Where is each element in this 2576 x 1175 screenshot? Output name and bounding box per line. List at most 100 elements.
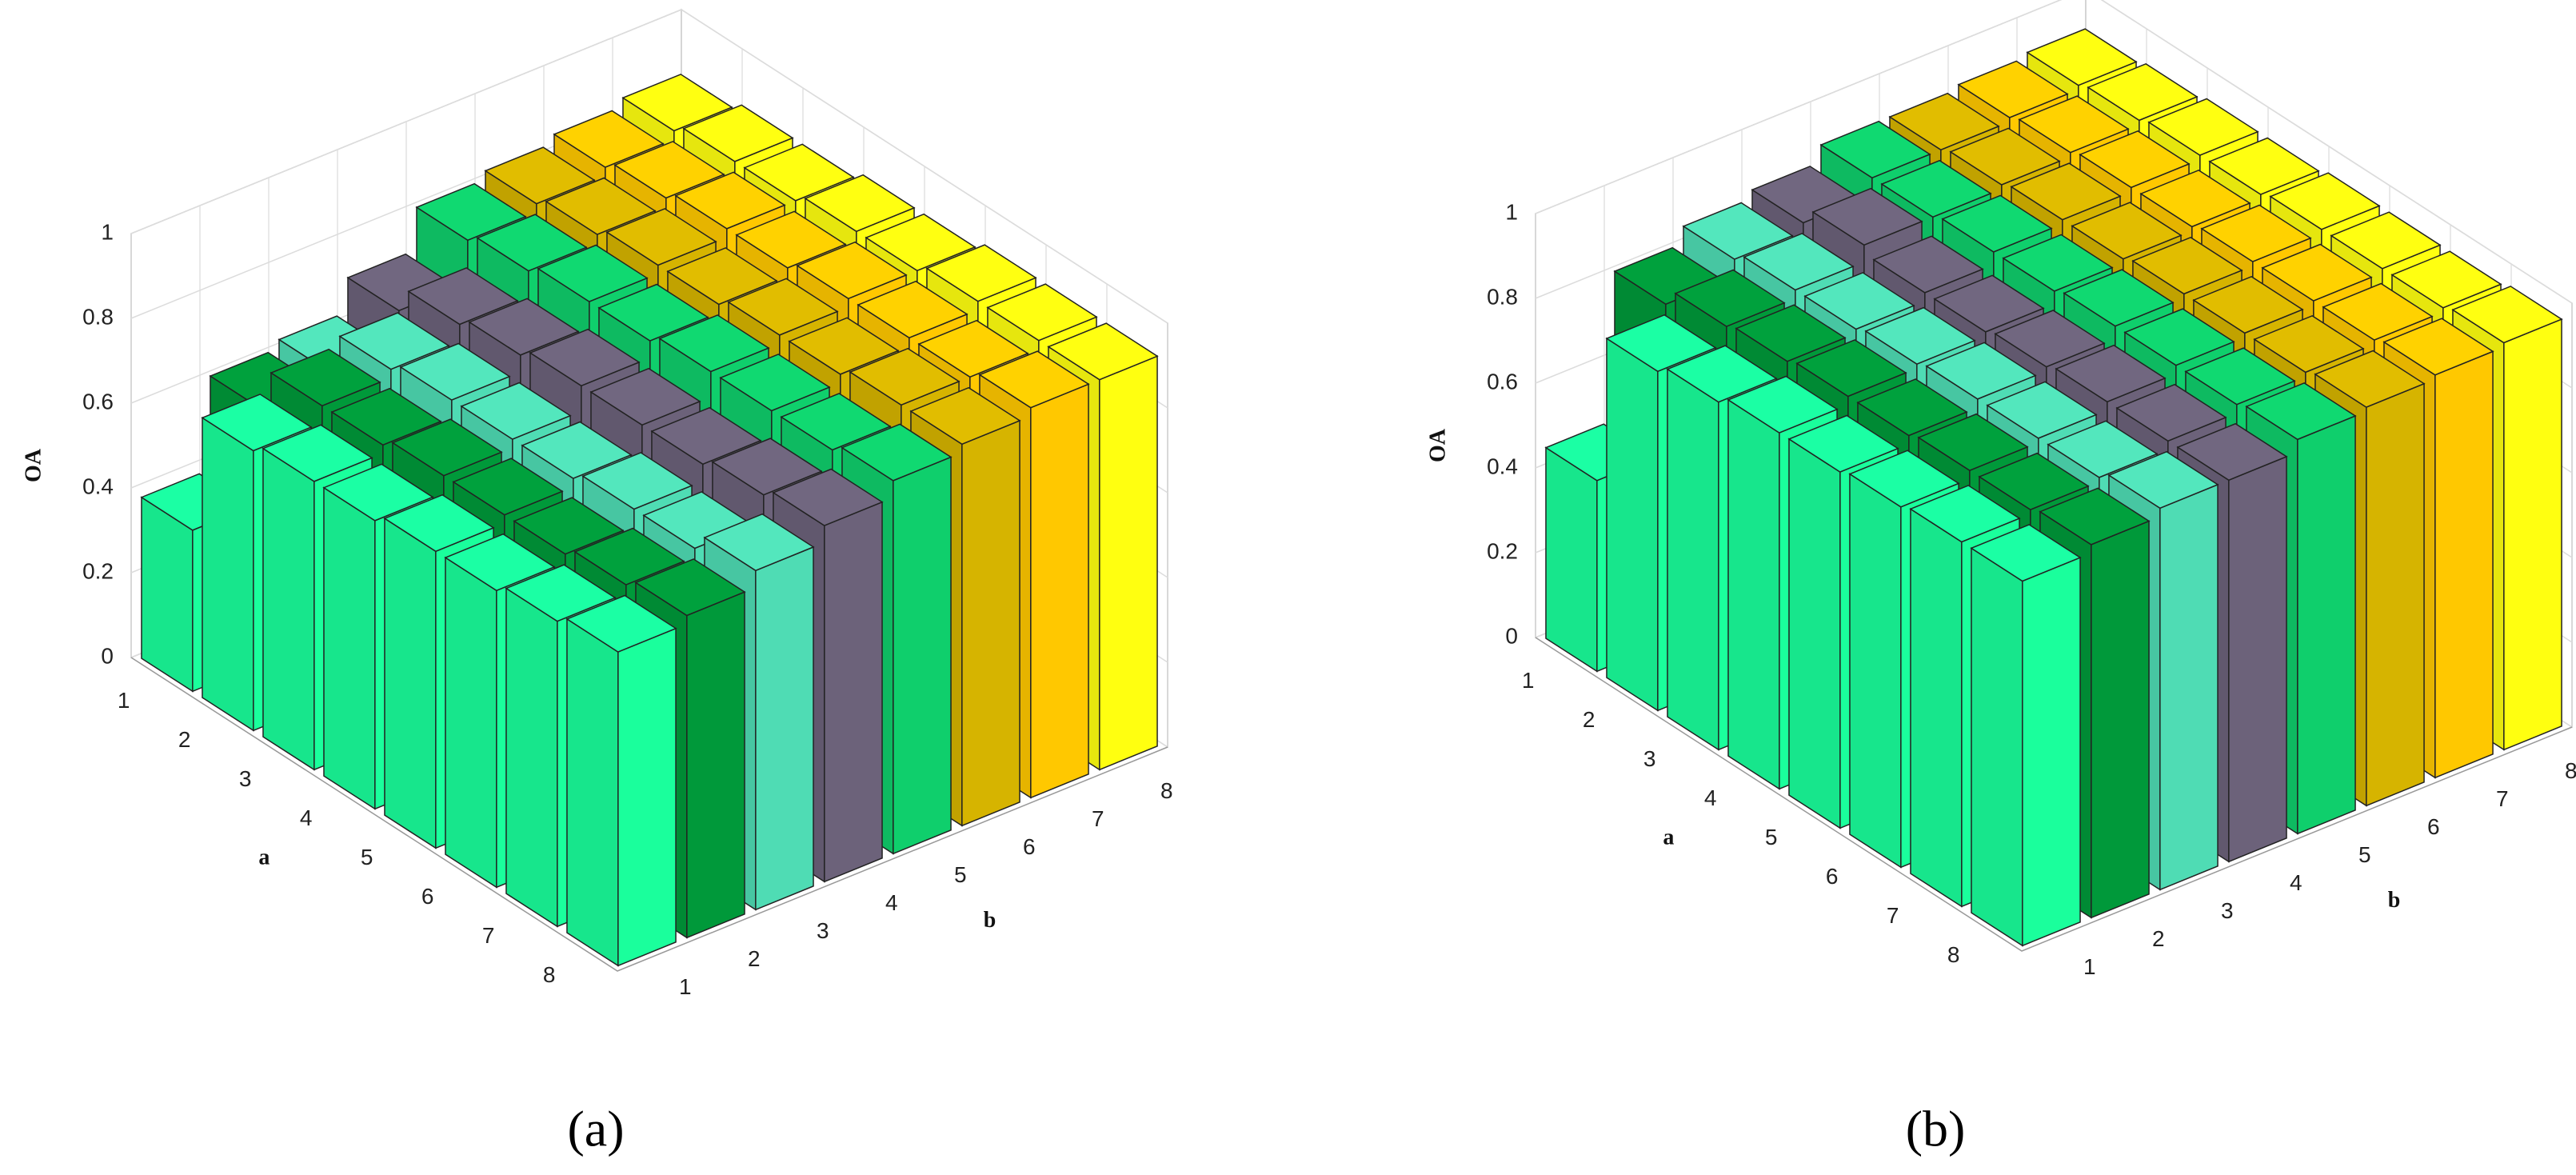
bar-side	[384, 517, 437, 849]
bar-top	[2107, 450, 2219, 510]
bar-top	[529, 328, 641, 387]
bar-top	[2115, 383, 2227, 442]
bar-top	[2010, 162, 2122, 221]
bar-top	[505, 564, 617, 622]
grid-line	[1535, 0, 2573, 304]
bar-top	[780, 393, 892, 451]
y-tick-label: 7	[1092, 806, 1104, 831]
bar-top	[1795, 339, 1907, 398]
y-tick-label: 3	[2221, 898, 2234, 923]
bar-top	[1957, 60, 2069, 118]
axis-line	[130, 657, 1168, 972]
bar-top	[2018, 95, 2130, 154]
bar-top	[1674, 269, 1786, 327]
bar-top	[2026, 28, 2138, 86]
y-tick-label: 1	[679, 974, 692, 999]
bar-top	[621, 74, 733, 132]
z-tick-label: 0.4	[1487, 454, 1518, 478]
bar	[565, 594, 677, 967]
y-tick-label: 3	[817, 918, 829, 943]
bar-top	[2330, 211, 2442, 270]
bar-side	[1545, 446, 1598, 673]
bar-top	[917, 319, 1029, 378]
bar-top	[634, 558, 746, 617]
bar-top	[383, 494, 495, 553]
bar-top	[2314, 350, 2426, 408]
bar-face	[2228, 455, 2287, 863]
y-tick-label: 7	[2496, 786, 2509, 811]
z-tick-label: 0	[1505, 623, 1518, 648]
bar-top	[1803, 272, 1915, 330]
bar-top	[1735, 304, 1847, 362]
bar-top	[2055, 344, 2167, 403]
bar-top	[1856, 378, 1968, 437]
bar-top	[460, 382, 572, 440]
bar-top	[1872, 235, 1984, 294]
x-tick-label: 8	[543, 962, 556, 987]
bar-top	[2176, 422, 2288, 482]
bar-top	[1949, 127, 2061, 186]
bar-top	[553, 110, 665, 168]
bar-top	[986, 283, 1098, 342]
bar-top	[2071, 202, 2183, 260]
bar-top	[2047, 420, 2159, 478]
bar-top	[1811, 187, 1923, 246]
bar-top	[1819, 120, 1931, 179]
x-tick-label: 3	[239, 766, 252, 791]
bar-face	[1030, 383, 1089, 799]
bar-top	[1909, 485, 2021, 543]
grid-line	[130, 9, 1168, 324]
bar-face	[2503, 318, 2562, 751]
y-tick-label: 2	[2152, 926, 2165, 951]
x-axis-label: a	[1663, 825, 1674, 849]
y-tick-label: 4	[2290, 870, 2302, 895]
bar-face	[1099, 355, 1158, 771]
bar-top	[727, 278, 839, 336]
bar-top	[1727, 375, 1839, 434]
bar-top	[1848, 450, 1960, 508]
bar-top	[743, 143, 855, 202]
bar-top	[2192, 275, 2304, 334]
chart: 0 0.2 0.4 0.6 0.8 1 OA 1 2 3 4 5 6 7 8 1 2 3 4 5 6 7 8 a b (b)	[1425, 0, 2576, 1157]
bar-side	[505, 587, 558, 928]
x-tick-label: 2	[178, 727, 191, 752]
bar-top	[857, 280, 968, 339]
bar-side	[566, 617, 619, 967]
bar-top	[581, 452, 693, 510]
bar-top	[2322, 282, 2434, 341]
bar-top	[201, 394, 313, 452]
bar-top	[2253, 314, 2365, 374]
bar-top	[2382, 318, 2494, 376]
bar-top	[711, 438, 823, 496]
bar-top	[1743, 233, 1855, 291]
bar-top	[2087, 62, 2199, 122]
y-tick-label: 4	[885, 890, 898, 915]
y-tick-label: 6	[2427, 814, 2440, 839]
z-tick-label: 0.6	[82, 389, 114, 414]
y-axis-label: b	[984, 908, 996, 933]
bar-top	[2079, 130, 2191, 189]
bar-top	[597, 283, 709, 342]
y-tick-label: 8	[2565, 758, 2576, 783]
bar-top	[407, 267, 519, 326]
bar-face	[2159, 483, 2219, 891]
bar-top	[322, 463, 434, 522]
bar-top	[1925, 342, 2037, 400]
x-tick-label: 6	[421, 884, 434, 909]
bar-top	[849, 347, 961, 406]
chart: 0 0.2 0.4 0.6 0.8 1 OA 1 2 3 4 5 6 7 8 1 2 3 4 5 6 7 8 a b (a)	[21, 8, 1173, 1157]
bar-top	[1605, 314, 1717, 373]
x-tick-label: 2	[1583, 707, 1596, 732]
bar-top	[666, 247, 778, 306]
bar-top	[338, 312, 450, 370]
bar-top	[1888, 92, 2000, 151]
x-tick-label: 4	[1704, 785, 1717, 810]
bar-top	[2002, 234, 2114, 292]
axis-line	[1535, 637, 2573, 952]
bar-top	[650, 406, 762, 466]
bar-top	[682, 104, 794, 162]
bar-top	[1047, 322, 1159, 381]
z-tick-label: 0.6	[1487, 369, 1518, 394]
caption: (b)	[1906, 1101, 1966, 1157]
